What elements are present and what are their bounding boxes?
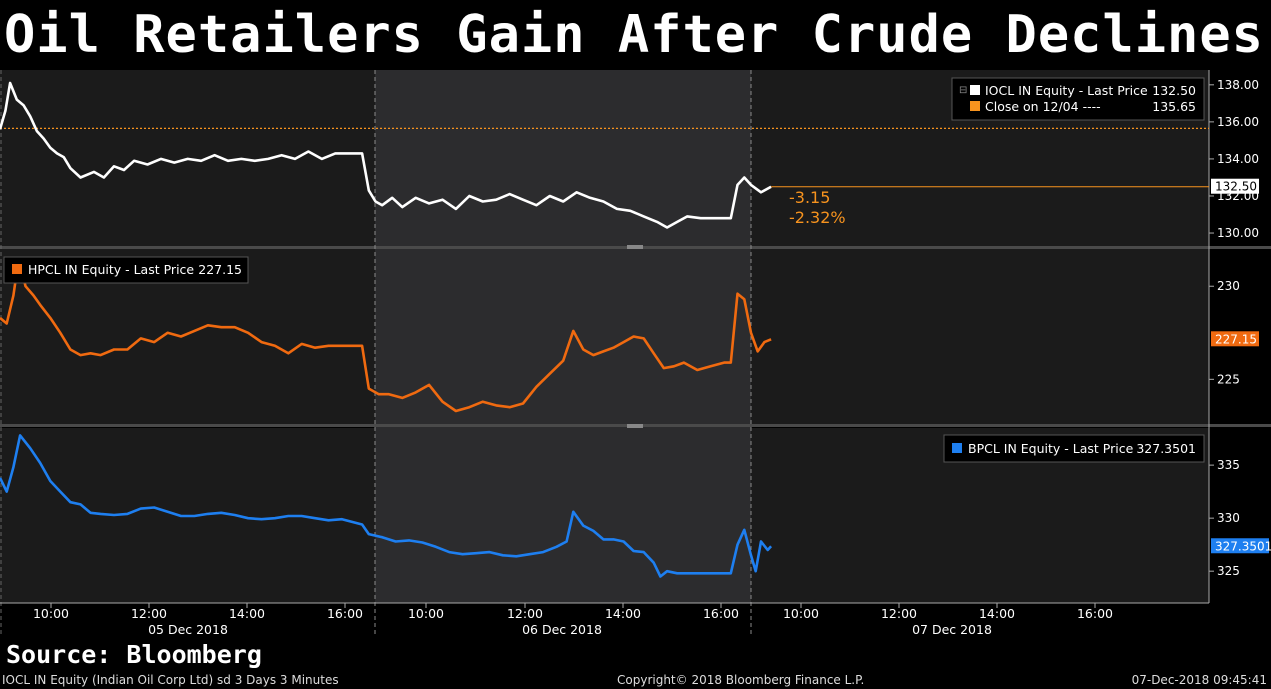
y-tick-label-hpcl: 230 xyxy=(1217,279,1240,293)
series-line-iocl xyxy=(0,81,772,229)
y-tick-label-hpcl: 225 xyxy=(1217,372,1240,386)
y-tick-label-iocl: 136.00 xyxy=(1217,115,1259,129)
x-tick-label: 12:00 xyxy=(507,606,543,621)
day-shade-dec06 xyxy=(375,70,751,603)
x-tick-label: 16:00 xyxy=(703,606,739,621)
chart-title: Oil Retailers Gain After Crude Declines xyxy=(4,5,1264,65)
footer-timestamp: 07-Dec-2018 09:45:41 xyxy=(1131,673,1267,687)
change-pct-annotation: -2.32% xyxy=(789,208,846,227)
footer-security-info: IOCL IN Equity (Indian Oil Corp Ltd) sd … xyxy=(2,673,339,687)
x-date-label: 07 Dec 2018 xyxy=(912,622,992,637)
x-tick-label: 14:00 xyxy=(979,606,1015,621)
series-line-bpcl xyxy=(0,434,773,578)
x-tick-label: 10:00 xyxy=(33,606,69,621)
footer-copyright: Copyright© 2018 Bloomberg Finance L.P. xyxy=(617,673,865,687)
legend-bpcl-label: BPCL IN Equity - Last Price xyxy=(968,441,1134,456)
legend-swatch-iocl xyxy=(970,85,980,95)
x-tick-label: 12:00 xyxy=(131,606,167,621)
y-tick-label-bpcl: 335 xyxy=(1217,458,1240,472)
last-price-tag-iocl xyxy=(1211,178,1259,194)
legend-iocl-label: IOCL IN Equity - Last Price xyxy=(985,83,1148,98)
x-tick-label: 16:00 xyxy=(1077,606,1113,621)
x-tick-label: 16:00 xyxy=(327,606,363,621)
last-price-tag-hpcl xyxy=(1211,331,1259,347)
legend-swatch-hpcl xyxy=(12,264,22,274)
x-date-label: 05 Dec 2018 xyxy=(148,622,228,637)
resize-handle-2[interactable] xyxy=(627,424,643,428)
y-tick-label-iocl: 138.00 xyxy=(1217,78,1259,92)
resize-handle-1[interactable] xyxy=(627,245,643,249)
y-tick-label-iocl: 134.00 xyxy=(1217,152,1259,166)
last-price-tag-text-iocl: 132.50 xyxy=(1215,180,1257,194)
last-price-tag-text-hpcl: 227.15 xyxy=(1215,332,1257,346)
legend-close-label: Close on 12/04 ---- xyxy=(985,99,1101,114)
series-line-hpcl xyxy=(0,256,772,413)
x-tick-label: 14:00 xyxy=(605,606,641,621)
legend-hpcl: HPCL IN Equity - Last Price 227.15 xyxy=(3,256,249,284)
y-tick-label-bpcl: 330 xyxy=(1217,511,1240,525)
x-tick-label: 10:00 xyxy=(408,606,444,621)
svg-text:⊟: ⊟ xyxy=(959,85,967,96)
legend-hpcl-label: HPCL IN Equity - Last Price xyxy=(28,262,194,277)
legend-iocl-value: 132.50 xyxy=(1152,83,1196,98)
x-tick-label: 10:00 xyxy=(783,606,819,621)
x-tick-label: 14:00 xyxy=(229,606,265,621)
x-date-label: 06 Dec 2018 xyxy=(522,622,602,637)
source-caption: Source: Bloomberg xyxy=(6,640,262,669)
last-price-tag-bpcl xyxy=(1211,538,1269,554)
legend-bpcl-value: 327.3501 xyxy=(1136,441,1196,456)
x-tick-label: 12:00 xyxy=(881,606,917,621)
legend-iocl: ⊟ IOCL IN Equity - Last Price 132.50 Clo… xyxy=(951,77,1205,121)
y-tick-label-bpcl: 325 xyxy=(1217,564,1240,578)
y-tick-label-iocl: 130.00 xyxy=(1217,226,1259,240)
legend-swatch-close xyxy=(970,101,980,111)
legend-swatch-bpcl xyxy=(952,443,962,453)
legend-bpcl: BPCL IN Equity - Last Price 327.3501 xyxy=(943,434,1205,463)
last-price-tag-text-bpcl: 327.3501 xyxy=(1215,539,1271,553)
legend-close-value: 135.65 xyxy=(1152,99,1196,114)
change-abs-annotation: -3.15 xyxy=(789,188,830,207)
legend-hpcl-value: 227.15 xyxy=(198,262,242,277)
